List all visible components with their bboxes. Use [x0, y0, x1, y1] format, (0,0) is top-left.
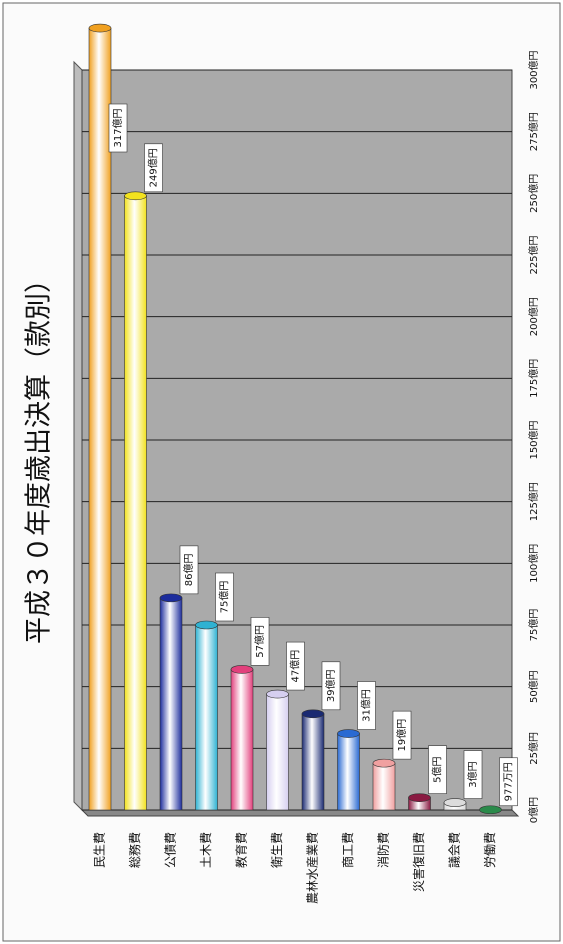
bar-cap [159, 593, 183, 603]
bar [88, 27, 112, 811]
value-label-box [357, 681, 376, 730]
bar-cap [230, 665, 254, 674]
category-label: 民生費 [92, 832, 107, 868]
value-label: 31億円 [360, 689, 373, 722]
bar [301, 713, 325, 811]
category-label: 衛生費 [269, 832, 284, 868]
category-label: 総務費 [127, 832, 142, 868]
value-label: 57億円 [253, 625, 266, 658]
category-label: 消防費 [376, 832, 391, 868]
value-label: 19億円 [395, 719, 408, 752]
category-label: 商工費 [340, 832, 355, 868]
x-tick-label: 75億円 [527, 609, 540, 642]
category-label: 土木費 [198, 832, 213, 868]
value-label-box [321, 661, 341, 711]
value-label-box [499, 757, 518, 807]
value-label: 39億円 [324, 669, 337, 702]
category-label: 公債費 [163, 832, 178, 868]
floor [80, 809, 520, 817]
value-label: 3億円 [466, 761, 479, 787]
bar-cap [443, 798, 467, 807]
x-tick-label: 0億円 [527, 797, 540, 823]
value-label-box [286, 641, 305, 691]
x-tick-label: 175億円 [527, 359, 540, 398]
value-label-box [144, 143, 163, 193]
bar-cap [408, 793, 431, 802]
x-tick-label: 225億円 [527, 235, 540, 274]
bar-cap [124, 191, 147, 201]
value-label-box [392, 710, 412, 760]
category-label: 農林水産業費 [305, 832, 320, 904]
bar [124, 195, 147, 811]
bar-cap [88, 23, 112, 33]
chart-title: 平成３０年度歳出決算（款別） [24, 266, 55, 644]
value-label-box [108, 103, 128, 153]
x-tick-label: 125億円 [527, 482, 540, 521]
value-label: 249億円 [147, 148, 160, 187]
bar [372, 762, 396, 811]
x-tick-label: 275億円 [527, 112, 540, 151]
bar [195, 624, 218, 811]
category-label: 議会費 [447, 832, 462, 868]
x-tick-label: 50億円 [527, 670, 540, 703]
rotated-chart: 平成３０年度歳出決算（款別） 0億円 25億円 50億円 75億円 100億円 125億円… [24, 23, 540, 904]
bar [337, 733, 360, 811]
bar [159, 597, 183, 811]
x-tick-label: 25億円 [527, 732, 540, 765]
value-label: 317億円 [111, 108, 124, 147]
value-label-box [428, 745, 447, 794]
back-wall [73, 60, 83, 812]
x-tick-label: 250億円 [527, 174, 540, 213]
bar-cap [372, 758, 396, 768]
bar-cap [301, 709, 325, 719]
value-label: 5億円 [431, 756, 444, 782]
x-tick-label: 100億円 [527, 544, 540, 583]
value-label-box [463, 750, 483, 799]
bar-cap [337, 729, 360, 738]
category-label: 労働費 [482, 832, 497, 868]
bar [230, 669, 254, 811]
value-label-box [250, 617, 270, 666]
value-label-box [215, 572, 234, 622]
bar-cap [266, 689, 289, 699]
value-label: 75億円 [218, 581, 231, 614]
bar [266, 693, 289, 811]
bar-cap [195, 620, 218, 630]
value-label: 86億円 [182, 553, 195, 586]
value-label: 977万円 [504, 762, 515, 801]
bar-cap [479, 805, 502, 815]
x-tick-label: 200億円 [527, 297, 540, 336]
x-tick-label: 300億円 [527, 50, 540, 89]
category-label: 教育費 [234, 832, 249, 868]
value-label: 47億円 [289, 650, 302, 683]
value-label-box [179, 545, 199, 595]
category-label: 災害復旧費 [411, 832, 426, 892]
x-tick-label: 150億円 [527, 420, 540, 459]
